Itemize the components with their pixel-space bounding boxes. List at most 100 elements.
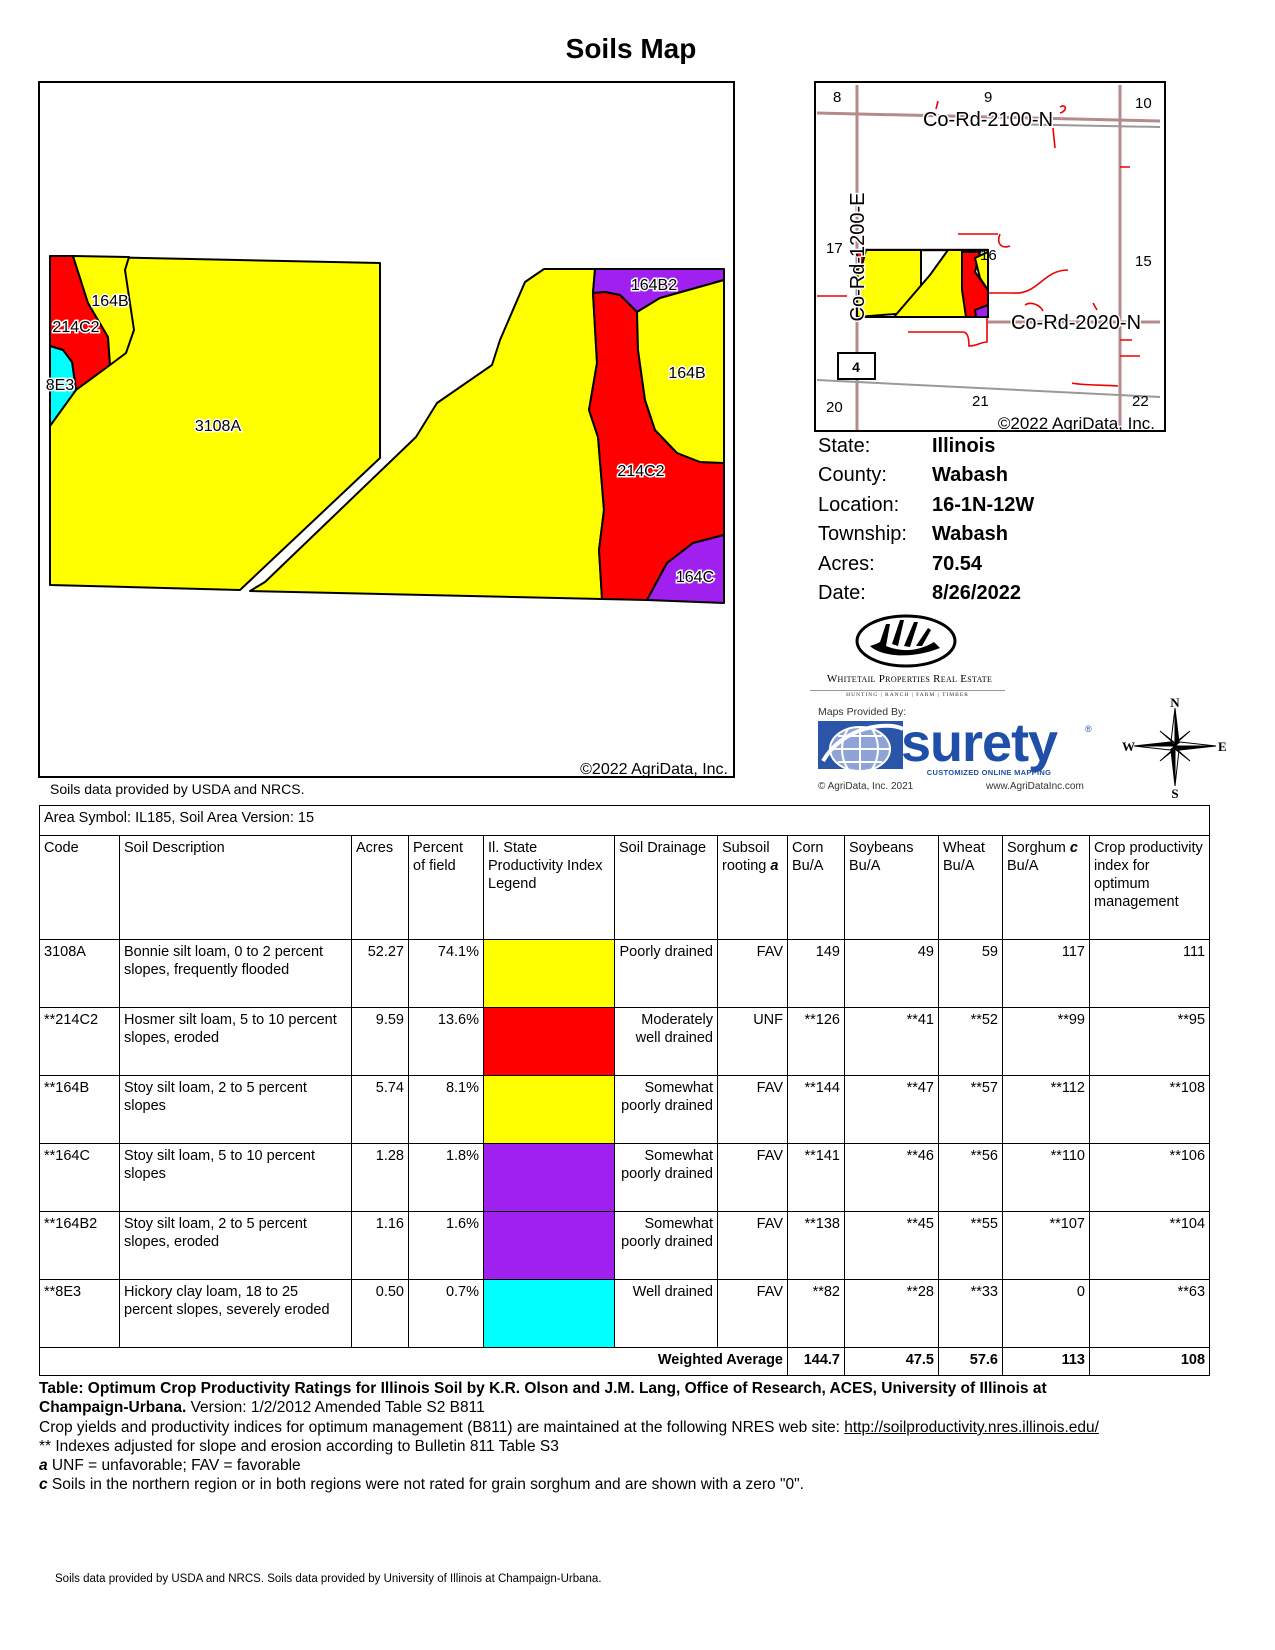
surety-brand: surety bbox=[901, 713, 1058, 773]
map-unit-164C bbox=[646, 534, 725, 604]
map-copyright: ©2022 AgriData, Inc. bbox=[580, 761, 728, 776]
cell-description: Stoy silt loam, 5 to 10 percent slopes bbox=[119, 1143, 352, 1212]
map-unit-164B-west bbox=[72, 255, 135, 366]
page-title: Soils Map bbox=[565, 33, 697, 64]
weighted-wheat: 57.6 bbox=[938, 1347, 1003, 1376]
cell-legend-swatch bbox=[483, 1007, 615, 1076]
footnote-a-mark: a bbox=[39, 1457, 48, 1474]
cell-sorghum: **107 bbox=[1002, 1211, 1090, 1280]
header-percent: Percent of field bbox=[408, 835, 484, 940]
cell-rooting: FAV bbox=[717, 939, 788, 1008]
footnote-a: a UNF = unfavorable; FAV = favorable bbox=[39, 1457, 301, 1475]
road-label-2100-n: Co-Rd-2100-N bbox=[923, 109, 1053, 131]
locator-copyright: ©2022 AgriData, Inc. bbox=[998, 414, 1155, 430]
header-cpi: Crop productivity index for optimum mana… bbox=[1088, 835, 1211, 940]
cell-legend-swatch bbox=[483, 1279, 615, 1348]
footnote-version-text: Version: 1/2/2012 Amended Table S2 B811 bbox=[186, 1399, 485, 1416]
cell-drainage: Moderately well drained bbox=[614, 1007, 718, 1076]
map-label-164B2: 164B2 bbox=[631, 277, 677, 294]
section-9: 9 bbox=[984, 89, 992, 106]
field-outline bbox=[855, 249, 989, 319]
cell-corn: 149 bbox=[787, 939, 845, 1008]
header-legend: Il. State Productivity Index Legend bbox=[483, 835, 615, 940]
section-21: 21 bbox=[972, 393, 989, 410]
cell-cpi: **95 bbox=[1088, 1007, 1211, 1076]
cell-corn: **138 bbox=[787, 1211, 845, 1280]
whitetail-logo: Whitetail Properties Real Estate HUNTING… bbox=[810, 612, 1005, 702]
locator-map: 8 9 10 17 16 15 20 21 22 Co-Rd-2100-N Co… bbox=[814, 81, 1166, 432]
cell-legend-swatch bbox=[483, 939, 615, 1008]
info-label: Acres: bbox=[818, 553, 875, 575]
info-label: Township: bbox=[818, 523, 907, 545]
map-unit-3108A bbox=[49, 255, 381, 591]
cell-wheat: **55 bbox=[938, 1211, 1003, 1280]
header-acres: Acres bbox=[351, 835, 409, 940]
header-sorghum-unit: Bu/A bbox=[1007, 858, 1039, 874]
info-label: County: bbox=[818, 464, 887, 486]
surety-tagline: CUSTOMIZED ONLINE MAPPING bbox=[926, 768, 1052, 777]
info-label: State: bbox=[818, 435, 871, 457]
cell-percent: 1.6% bbox=[408, 1211, 484, 1280]
map-label-214C2-east: 214C2 bbox=[617, 463, 664, 480]
section-16: 16 bbox=[980, 247, 997, 264]
footnote-c-text: Soils in the northern region or in both … bbox=[47, 1476, 804, 1493]
cell-legend-swatch bbox=[483, 1075, 615, 1144]
weighted-soybeans: 47.5 bbox=[844, 1347, 939, 1376]
cell-cpi: **104 bbox=[1088, 1211, 1211, 1280]
header-rooting: Subsoil rooting a bbox=[717, 835, 788, 940]
soil-table: Area Symbol: IL185, Soil Area Version: 1… bbox=[38, 805, 1211, 1376]
cell-acres: 5.74 bbox=[351, 1075, 409, 1144]
footnote-c: c Soils in the northern region or in bot… bbox=[39, 1476, 804, 1494]
map-label-164B-east: 164B bbox=[668, 365, 705, 382]
section-17: 17 bbox=[826, 240, 843, 257]
footnote-mark-c: c bbox=[1069, 840, 1078, 856]
cell-legend-swatch bbox=[483, 1143, 615, 1212]
table-row: **164C Stoy silt loam, 5 to 10 percent sl… bbox=[39, 1143, 1211, 1212]
cell-wheat: **57 bbox=[938, 1075, 1003, 1144]
surety-url: www.AgriDataInc.com bbox=[986, 781, 1084, 792]
cell-drainage: Well drained bbox=[614, 1279, 718, 1348]
table-row: **8E3 Hickory clay loam, 18 to 25 percent… bbox=[39, 1279, 1211, 1348]
footnote-adjusted: ** Indexes adjusted for slope and erosio… bbox=[39, 1438, 559, 1455]
compass-n: N bbox=[1170, 696, 1180, 710]
header-sorghum: Sorghum c Bu/A bbox=[1002, 835, 1090, 940]
info-value: 8/26/2022 bbox=[932, 582, 1021, 604]
header-drainage: Soil Drainage bbox=[614, 835, 718, 940]
map-label-164C: 164C bbox=[676, 569, 714, 586]
cell-code: **164C bbox=[39, 1143, 120, 1212]
info-value: 70.54 bbox=[932, 553, 983, 575]
cell-drainage: Somewhat poorly drained bbox=[614, 1143, 718, 1212]
cell-code: **164B2 bbox=[39, 1211, 120, 1280]
cell-sorghum: **112 bbox=[1002, 1075, 1090, 1144]
cell-drainage: Poorly drained bbox=[614, 939, 718, 1008]
footnote-nres: Crop yields and productivity indices for… bbox=[39, 1419, 1099, 1437]
map-unit-8E3 bbox=[49, 345, 77, 427]
route-shield: 4 bbox=[837, 352, 876, 380]
section-10: 10 bbox=[1135, 95, 1152, 112]
area-symbol-row: Area Symbol: IL185, Soil Area Version: 1… bbox=[38, 805, 1211, 836]
info-label: Date: bbox=[818, 582, 866, 604]
nres-link[interactable]: http://soilproductivity.nres.illinois.ed… bbox=[844, 1419, 1099, 1436]
cell-description: Stoy silt loam, 2 to 5 percent slopes, e… bbox=[119, 1211, 352, 1280]
header-code: Code bbox=[39, 835, 120, 940]
header-row: Code Soil Description Acres Percent of f… bbox=[39, 835, 1211, 940]
footnote-c-mark: c bbox=[39, 1476, 48, 1493]
cell-drainage: Somewhat poorly drained bbox=[614, 1211, 718, 1280]
soils-map: 3108A 164B 214C2 8E3 164B2 164B 214C2 16… bbox=[38, 81, 735, 778]
cell-wheat: **56 bbox=[938, 1143, 1003, 1212]
header-wheat: Wheat Bu/A bbox=[938, 835, 1003, 940]
map-label-214C2-west: 214C2 bbox=[52, 319, 99, 336]
bottom-note: Soils data provided by USDA and NRCS. So… bbox=[55, 1573, 602, 1585]
soils-map-canvas: 3108A 164B 214C2 8E3 164B2 164B 214C2 16… bbox=[44, 255, 728, 776]
road-2100-n bbox=[816, 111, 1161, 123]
cell-rooting: FAV bbox=[717, 1075, 788, 1144]
compass-s: S bbox=[1171, 786, 1178, 798]
weighted-cpi: 108 bbox=[1088, 1347, 1211, 1376]
cell-corn: **82 bbox=[787, 1279, 845, 1348]
cell-rooting: FAV bbox=[717, 1211, 788, 1280]
cell-code: 3108A bbox=[39, 939, 120, 1008]
table-row: 3108A Bonnie silt loam, 0 to 2 percent sl… bbox=[39, 939, 1211, 1008]
cell-soybeans: **41 bbox=[844, 1007, 939, 1076]
cell-corn: **126 bbox=[787, 1007, 845, 1076]
cell-description: Hickory clay loam, 18 to 25 percent slop… bbox=[119, 1279, 352, 1348]
